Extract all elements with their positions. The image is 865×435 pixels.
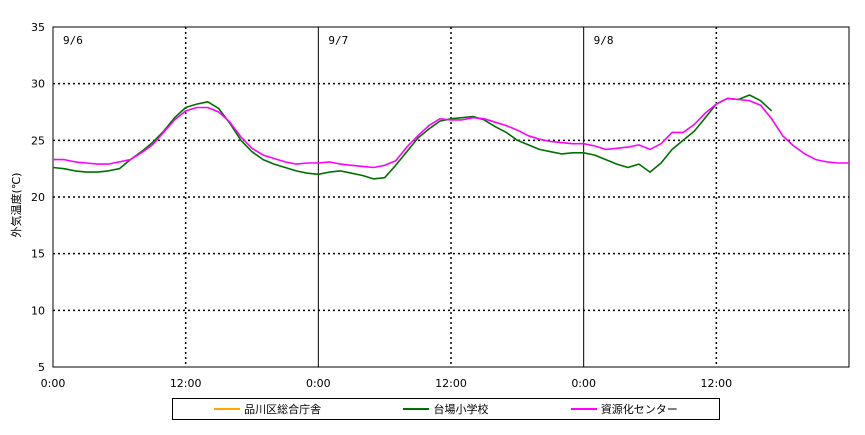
y-tick-label: 10 <box>31 304 45 317</box>
grid-lines <box>53 27 849 367</box>
y-axis-label: 外気温度(℃) <box>9 173 23 238</box>
legend-swatch <box>403 408 430 410</box>
day-label: 9/7 <box>328 34 348 47</box>
y-axis-ticks: 5 10 15 20 25 30 35 <box>31 21 45 374</box>
y-tick-label: 15 <box>31 248 45 261</box>
x-tick-label: 12:00 <box>170 377 202 390</box>
y-tick-label: 25 <box>31 134 45 147</box>
x-tick-label: 0:00 <box>306 377 331 390</box>
y-tick-label: 35 <box>31 21 45 34</box>
legend-item-3: 資源化センター <box>570 401 678 417</box>
legend: 品川区総合庁舎 台場小学校 資源化センター <box>172 398 720 420</box>
x-tick-label: 0:00 <box>41 377 66 390</box>
x-tick-label: 0:00 <box>571 377 596 390</box>
temperature-chart: 5 10 15 20 25 30 35 0:00 12:00 0:00 12:00 0:00 12:0… <box>9 21 850 390</box>
legend-label: 台場小学校 <box>433 403 489 416</box>
x-tick-label: 12:00 <box>700 377 732 390</box>
series-lines <box>52 94 849 180</box>
legend-label: 資源化センター <box>600 403 678 416</box>
day-label: 9/6 <box>63 34 83 47</box>
y-tick-label: 20 <box>31 191 45 204</box>
legend-item-1: 品川区総合庁舎 <box>214 401 321 417</box>
legend-label: 品川区総合庁舎 <box>244 403 322 416</box>
legend-swatch <box>570 408 597 410</box>
y-tick-label: 5 <box>38 361 45 374</box>
legend-item-2: 台場小学校 <box>403 401 488 417</box>
x-tick-label: 12:00 <box>435 377 467 390</box>
series-line-3 <box>53 97 849 169</box>
x-axis-ticks: 0:00 12:00 0:00 12:00 0:00 12:00 <box>41 377 733 390</box>
series-line-2 <box>52 94 773 180</box>
y-tick-label: 30 <box>31 78 45 91</box>
day-labels: 9/6 9/7 9/8 <box>63 34 614 47</box>
legend-swatch <box>214 408 241 410</box>
day-label: 9/8 <box>594 34 614 47</box>
